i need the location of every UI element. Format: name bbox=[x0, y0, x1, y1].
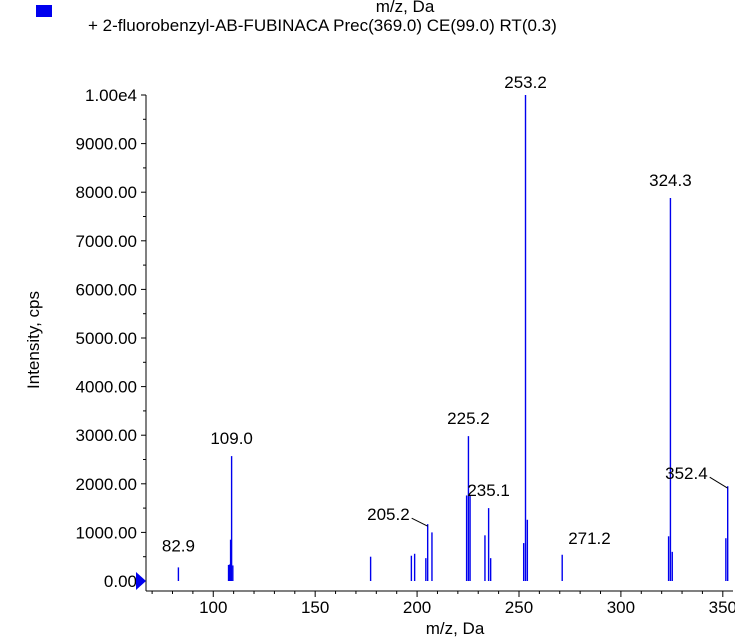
legend-swatch bbox=[36, 5, 52, 17]
x-axis-title: m/z, Da bbox=[426, 619, 485, 638]
x-tick-label: 250 bbox=[505, 598, 533, 617]
x-tick-label: 200 bbox=[403, 598, 431, 617]
x-tick-label: 350 bbox=[709, 598, 735, 617]
y-tick-label: 4000.00 bbox=[76, 378, 137, 397]
peak-label: 109.0 bbox=[210, 429, 253, 448]
y-tick-label: 0.00 bbox=[104, 572, 137, 591]
x-tick-label: 150 bbox=[301, 598, 329, 617]
peak-label: 271.2 bbox=[568, 529, 611, 548]
peak-label: 82.9 bbox=[162, 536, 195, 555]
peak-bars bbox=[177, 95, 729, 581]
peak-label: 352.4 bbox=[665, 464, 708, 483]
y-tick-label: 1.00e4 bbox=[85, 86, 137, 105]
peak-label: 205.2 bbox=[367, 505, 410, 524]
peak-label: 235.1 bbox=[467, 481, 510, 500]
y-axis-title: Intensity, cps bbox=[24, 291, 43, 389]
x-tick-label: 100 bbox=[199, 598, 227, 617]
x-tick-label: 300 bbox=[607, 598, 635, 617]
y-tick-label: 2000.00 bbox=[76, 475, 137, 494]
y-tick-label: 7000.00 bbox=[76, 232, 137, 251]
y-tick-label: 6000.00 bbox=[76, 280, 137, 299]
legend-label: + 2-fluorobenzyl-AB-FUBINACA Prec(369.0)… bbox=[88, 16, 557, 35]
peak-label-leader bbox=[709, 476, 728, 489]
y-tick-label: 3000.00 bbox=[76, 426, 137, 445]
x-axis-ticks: 100 150 200 250 300 350 bbox=[151, 591, 735, 617]
peak-label: 225.2 bbox=[447, 409, 490, 428]
y-axis-ticks: 0.00 1000.00 2000.00 3000.00 4000.00 5000.00 6… bbox=[76, 86, 146, 591]
peak-labels: 82.9 109.0 205.2 225.2 235.1 253.2 271.2 324.3 3… bbox=[162, 73, 728, 555]
y-tick-label: 1000.00 bbox=[76, 523, 137, 542]
top-cut-label: m/z, Da bbox=[376, 0, 435, 16]
peak-label-leader bbox=[411, 517, 428, 527]
peak-label: 253.2 bbox=[504, 73, 547, 92]
y-tick-label: 5000.00 bbox=[76, 329, 137, 348]
peak-label: 324.3 bbox=[649, 171, 692, 190]
y-tick-label: 8000.00 bbox=[76, 183, 137, 202]
y-tick-label: 9000.00 bbox=[76, 135, 137, 154]
cursor-marker-icon[interactable] bbox=[136, 572, 146, 590]
